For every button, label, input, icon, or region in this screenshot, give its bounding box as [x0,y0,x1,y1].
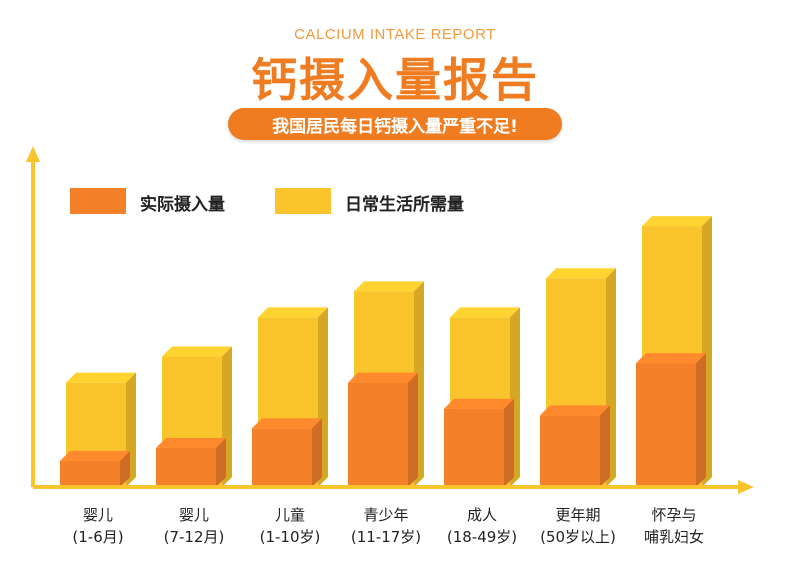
bar-actual-3 [252,418,322,487]
x-axis-arrow-icon [738,480,754,494]
y-axis-arrow-icon [26,146,40,162]
x-tick-label-4: 青少年 (11-17岁) [338,504,434,548]
x-tick-label-line1: 儿童 [274,506,305,524]
x-tick-label-6: 更年期 (50岁以上) [530,504,626,548]
x-tick-label-line2: (1-10岁) [259,528,321,546]
bar-actual-6 [540,405,610,487]
headline-banner: 我国居民每日钙摄入量严重不足! [228,108,562,140]
x-tick-label-line1: 青少年 [363,506,409,524]
legend-label-required: 日常生活所需量 [345,195,464,215]
bar-actual-2 [156,437,226,487]
x-tick-label-line1: 婴儿 [82,506,113,524]
x-tick-label-5: 成人 (18-49岁) [434,504,530,548]
x-tick-label-7: 怀孕与 哺乳妇女 [626,504,722,548]
x-tick-label-line2: (7-12月) [163,528,225,546]
x-tick-label-line1: 怀孕与 [651,506,697,524]
legend-swatch-actual [70,188,126,214]
bar-actual-7 [636,353,706,487]
x-tick-label-line2: 哺乳妇女 [643,528,704,546]
chart-title: 钙摄入量报告 [251,53,539,107]
chart-subtitle-en: CALCIUM INTAKE REPORT [294,26,496,43]
bar-actual-1 [60,450,130,487]
legend-label-actual: 实际摄入量 [140,195,225,215]
x-tick-label-2: 婴儿 (7-12月) [146,504,242,548]
x-tick-label-1: 婴儿 (1-6月) [50,504,146,548]
x-tick-label-3: 儿童 (1-10岁) [242,504,338,548]
bar-actual-5 [444,398,514,487]
x-tick-label-line1: 更年期 [555,506,601,524]
x-tick-label-line2: (18-49岁) [446,528,518,546]
x-tick-label-line2: (11-17岁) [350,528,422,546]
x-tick-label-line1: 成人 [466,506,497,524]
x-tick-label-line1: 婴儿 [178,506,209,524]
x-tick-label-line2: (50岁以上) [540,528,616,546]
legend-swatch-required [275,188,331,214]
x-tick-label-line2: (1-6月) [72,528,124,546]
bar-actual-4 [348,372,418,487]
